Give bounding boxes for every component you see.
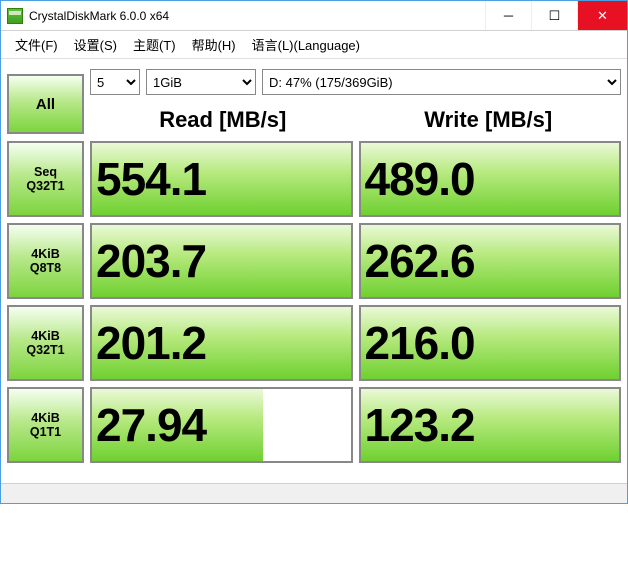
menu-help[interactable]: 帮助(H) [184, 35, 244, 54]
column-headers: Read [MB/s] Write [MB/s] [90, 103, 621, 139]
result-row: SeqQ32T1554.1489.0 [7, 141, 621, 217]
menu-file[interactable]: 文件(F) [7, 35, 66, 54]
test-label-1: 4KiB [31, 411, 59, 425]
minimize-button[interactable]: ─ [485, 1, 531, 30]
write-value-cell: 489.0 [359, 141, 622, 217]
write-value-cell: 123.2 [359, 387, 622, 463]
test-label-1: 4KiB [31, 329, 59, 343]
test-label-2: Q8T8 [30, 261, 61, 275]
result-row: 4KiBQ8T8203.7262.6 [7, 223, 621, 299]
titlebar: CrystalDiskMark 6.0.0 x64 ─ ☐ ✕ [1, 1, 627, 31]
read-value-cell: 554.1 [90, 141, 353, 217]
result-row: 4KiBQ1T127.94123.2 [7, 387, 621, 463]
read-value: 203.7 [96, 234, 206, 288]
all-button[interactable]: All [7, 74, 84, 134]
statusbar [1, 483, 627, 503]
test-label-2: Q1T1 [30, 425, 61, 439]
controls-row: All 5 1GiB D: 47% (175/369GiB) Read [MB/… [7, 69, 621, 139]
test-label-1: Seq [34, 165, 57, 179]
close-button[interactable]: ✕ [577, 1, 627, 30]
all-button-label: All [36, 96, 55, 113]
app-window: CrystalDiskMark 6.0.0 x64 ─ ☐ ✕ 文件(F) 设置… [0, 0, 628, 504]
iterations-select[interactable]: 5 [90, 69, 140, 95]
test-label-1: 4KiB [31, 247, 59, 261]
results-grid: SeqQ32T1554.1489.04KiBQ8T8203.7262.64KiB… [7, 141, 621, 463]
drive-select[interactable]: D: 47% (175/369GiB) [262, 69, 621, 95]
header-write: Write [MB/s] [356, 103, 622, 139]
write-value: 123.2 [365, 398, 475, 452]
write-value: 216.0 [365, 316, 475, 370]
test-label-2: Q32T1 [26, 343, 64, 357]
write-value-cell: 262.6 [359, 223, 622, 299]
window-buttons: ─ ☐ ✕ [485, 1, 627, 30]
menubar: 文件(F) 设置(S) 主题(T) 帮助(H) 语言(L)(Language) [1, 31, 627, 59]
read-value-cell: 201.2 [90, 305, 353, 381]
test-button-0[interactable]: SeqQ32T1 [7, 141, 84, 217]
data-size-select[interactable]: 1GiB [146, 69, 256, 95]
read-value: 554.1 [96, 152, 206, 206]
menu-theme[interactable]: 主题(T) [125, 35, 184, 54]
result-row: 4KiBQ32T1201.2216.0 [7, 305, 621, 381]
read-value: 201.2 [96, 316, 206, 370]
maximize-button[interactable]: ☐ [531, 1, 577, 30]
app-icon [7, 8, 23, 24]
content-area: All 5 1GiB D: 47% (175/369GiB) Read [MB/… [1, 59, 627, 483]
read-value: 27.94 [96, 398, 206, 452]
header-read: Read [MB/s] [90, 103, 356, 139]
menu-language[interactable]: 语言(L)(Language) [244, 35, 368, 54]
test-label-2: Q32T1 [26, 179, 64, 193]
test-button-2[interactable]: 4KiBQ32T1 [7, 305, 84, 381]
write-value-cell: 216.0 [359, 305, 622, 381]
window-title: CrystalDiskMark 6.0.0 x64 [29, 9, 485, 23]
write-value: 489.0 [365, 152, 475, 206]
write-value: 262.6 [365, 234, 475, 288]
test-button-3[interactable]: 4KiBQ1T1 [7, 387, 84, 463]
read-value-cell: 203.7 [90, 223, 353, 299]
test-button-1[interactable]: 4KiBQ8T8 [7, 223, 84, 299]
read-value-cell: 27.94 [90, 387, 353, 463]
menu-settings[interactable]: 设置(S) [66, 35, 125, 54]
